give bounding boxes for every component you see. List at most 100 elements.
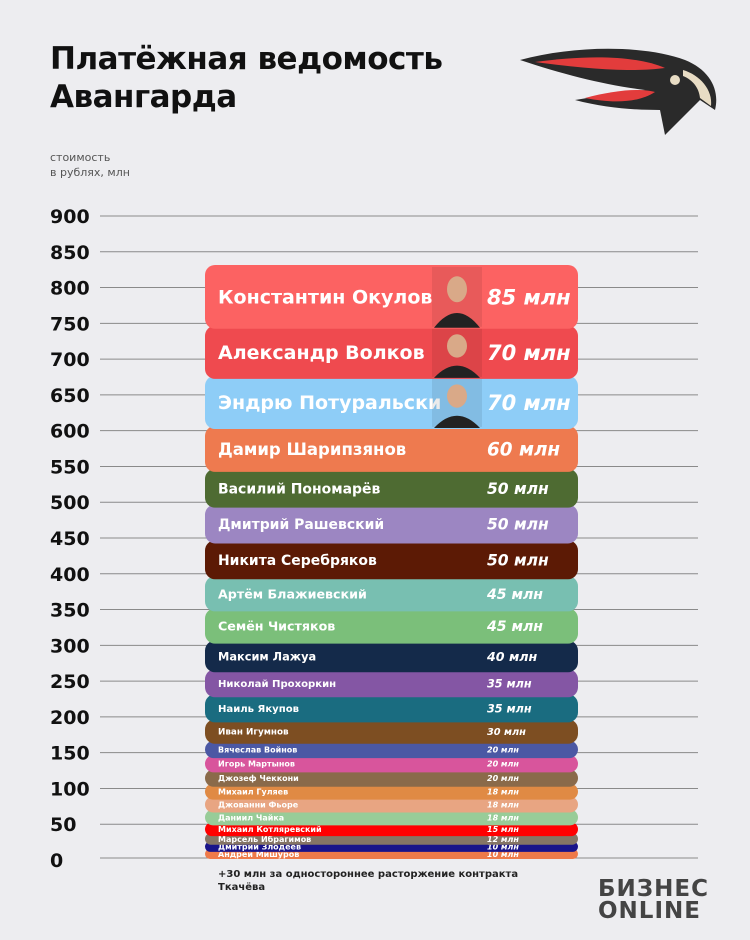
brand-line-2: ONLINE: [598, 898, 701, 924]
bar-rect: [205, 669, 578, 698]
y-tick-label: 450: [50, 528, 90, 550]
player-photo: [432, 327, 482, 378]
bar-value-label: 45 млн: [486, 587, 543, 603]
bar-value-label: 35 млн: [487, 677, 532, 690]
bar-name-label: Вячеслав Войнов: [218, 745, 297, 754]
bar-name-label: Марсель Ибрагимов: [218, 834, 311, 844]
bar-rect: [205, 796, 578, 813]
bar-rect: [205, 375, 578, 429]
bar-segment: Эндрю Потуральски 70 млн: [205, 375, 578, 429]
bar-name-label: Николай Прохоркин: [218, 679, 336, 690]
bar-segment: Василий Пономарёв 50 млн: [205, 468, 578, 508]
bar-rect: [205, 608, 578, 644]
player-photo: [432, 377, 482, 428]
bar-value-label: 70 млн: [487, 391, 571, 415]
brand-logo: БИЗНЕС ONLINE: [598, 878, 709, 924]
page-title: Платёжная ведомость Авангарда: [50, 40, 443, 116]
bar-rect: [205, 809, 578, 826]
bar-segment: Игорь Мартынов 20 млн: [205, 755, 578, 773]
title-line-1: Платёжная ведомость: [50, 41, 443, 77]
bar-value-label: 35 млн: [487, 702, 532, 715]
bar-segment: Константин Окулов 85 млн: [205, 264, 578, 329]
y-tick-label: 700: [50, 349, 90, 371]
bar-value-label: 18 млн: [487, 788, 519, 797]
bar-name-label: Джованни Фьоре: [218, 800, 299, 809]
bar-name-label: Никита Серебряков: [218, 553, 377, 569]
footnote: +30 млн за одностороннее расторжение кон…: [218, 869, 519, 893]
y-tick-label: 200: [50, 707, 90, 729]
y-tick-label: 800: [50, 278, 90, 300]
bar-segment: Семён Чистяков 45 млн: [205, 608, 578, 644]
photo-shirt: [434, 415, 480, 428]
unit-line-2: в рублях, млн: [50, 166, 130, 179]
bar-name-label: Семён Чистяков: [218, 619, 335, 634]
bar-name-label: Михаил Гуляев: [218, 788, 288, 797]
y-tick-label: 650: [50, 385, 90, 407]
photo-face: [447, 384, 467, 408]
y-axis-unit-label: стоимость в рублях, млн: [50, 150, 130, 180]
bar-rect: [205, 540, 578, 580]
y-tick-label: 300: [50, 635, 90, 657]
y-tick-label: 500: [50, 492, 90, 514]
bar-name-label: Артём Блажиевский: [218, 586, 367, 601]
bar-segment: Михаил Котляревский 15 млн: [205, 822, 578, 837]
bar-segment: Дамир Шарипзянов 60 млн: [205, 425, 578, 472]
y-tick-label: 900: [50, 206, 90, 228]
bar-segment: Никита Серебряков 50 млн: [205, 540, 578, 580]
bar-rect: [205, 576, 578, 612]
bar-segment: Михаил Гуляев 18 млн: [205, 783, 578, 800]
bar-value-label: 18 млн: [487, 800, 519, 809]
bar-value-label: 15 млн: [487, 825, 519, 834]
bar-segment: Артём Блажиевский 45 млн: [205, 576, 578, 612]
bar-rect: [205, 719, 578, 744]
bar-value-label: 30 млн: [487, 727, 526, 738]
bar-value-label: 20 млн: [487, 760, 519, 769]
bar-value-label: 60 млн: [487, 440, 560, 461]
bar-rect: [205, 769, 578, 787]
bar-rect: [205, 740, 578, 759]
bar-name-label: Константин Окулов: [218, 287, 432, 309]
y-tick-label: 850: [50, 242, 90, 264]
bar-segment: Николай Прохоркин 35 млн: [205, 669, 578, 698]
bar-value-label: 10 млн: [487, 843, 519, 852]
bar-rect: [205, 264, 578, 329]
y-tick-label: 400: [50, 564, 90, 586]
bar-segment: Александр Волков 70 млн: [205, 325, 578, 379]
bar-name-label: Андрей Мишуров: [218, 850, 299, 859]
bar-segment: Джованни Фьоре 18 млн: [205, 796, 578, 813]
y-tick-label: 600: [50, 421, 90, 443]
bar-name-label: Максим Лажуа: [218, 650, 316, 664]
bar-rect: [205, 755, 578, 773]
bar-value-label: 50 млн: [487, 516, 549, 534]
bar-name-label: Александр Волков: [218, 342, 425, 364]
bar-segment: Даниил Чайка 18 млн: [205, 809, 578, 826]
bar-rect: [205, 425, 578, 472]
bar-value-label: 10 млн: [487, 850, 519, 859]
photo-shirt: [434, 365, 480, 378]
bar-value-label: 50 млн: [487, 551, 549, 569]
bar-rect: [205, 694, 578, 723]
bar-segment: Джозеф Чеккони 20 млн: [205, 769, 578, 787]
y-tick-label: 350: [50, 600, 90, 622]
photo-shirt: [434, 312, 480, 328]
bar-value-label: 40 млн: [486, 649, 538, 664]
bar-name-label: Дамир Шарипзянов: [218, 440, 406, 459]
y-tick-label: 50: [50, 814, 76, 836]
bar-rect: [205, 325, 578, 379]
y-tick-label: 750: [50, 313, 90, 335]
y-tick-label: 100: [50, 778, 90, 800]
bar-value-label: 20 млн: [487, 774, 519, 783]
bar-value-label: 45 млн: [486, 619, 543, 635]
bar-value-label: 18 млн: [487, 813, 519, 822]
bar-rect: [205, 822, 578, 837]
photo-face: [447, 334, 467, 358]
bar-name-label: Даниил Чайка: [218, 813, 284, 822]
bar-name-label: Наиль Якупов: [218, 704, 299, 715]
bar-segment: Максим Лажуа 40 млн: [205, 640, 578, 673]
bar-segment: Наиль Якупов 35 млн: [205, 694, 578, 723]
bar-value-label: 50 млн: [487, 480, 549, 498]
bar-segment: Иван Игумнов 30 млн: [205, 719, 578, 744]
title-line-2: Авангарда: [50, 79, 237, 115]
bar-name-label: Игорь Мартынов: [218, 760, 295, 769]
